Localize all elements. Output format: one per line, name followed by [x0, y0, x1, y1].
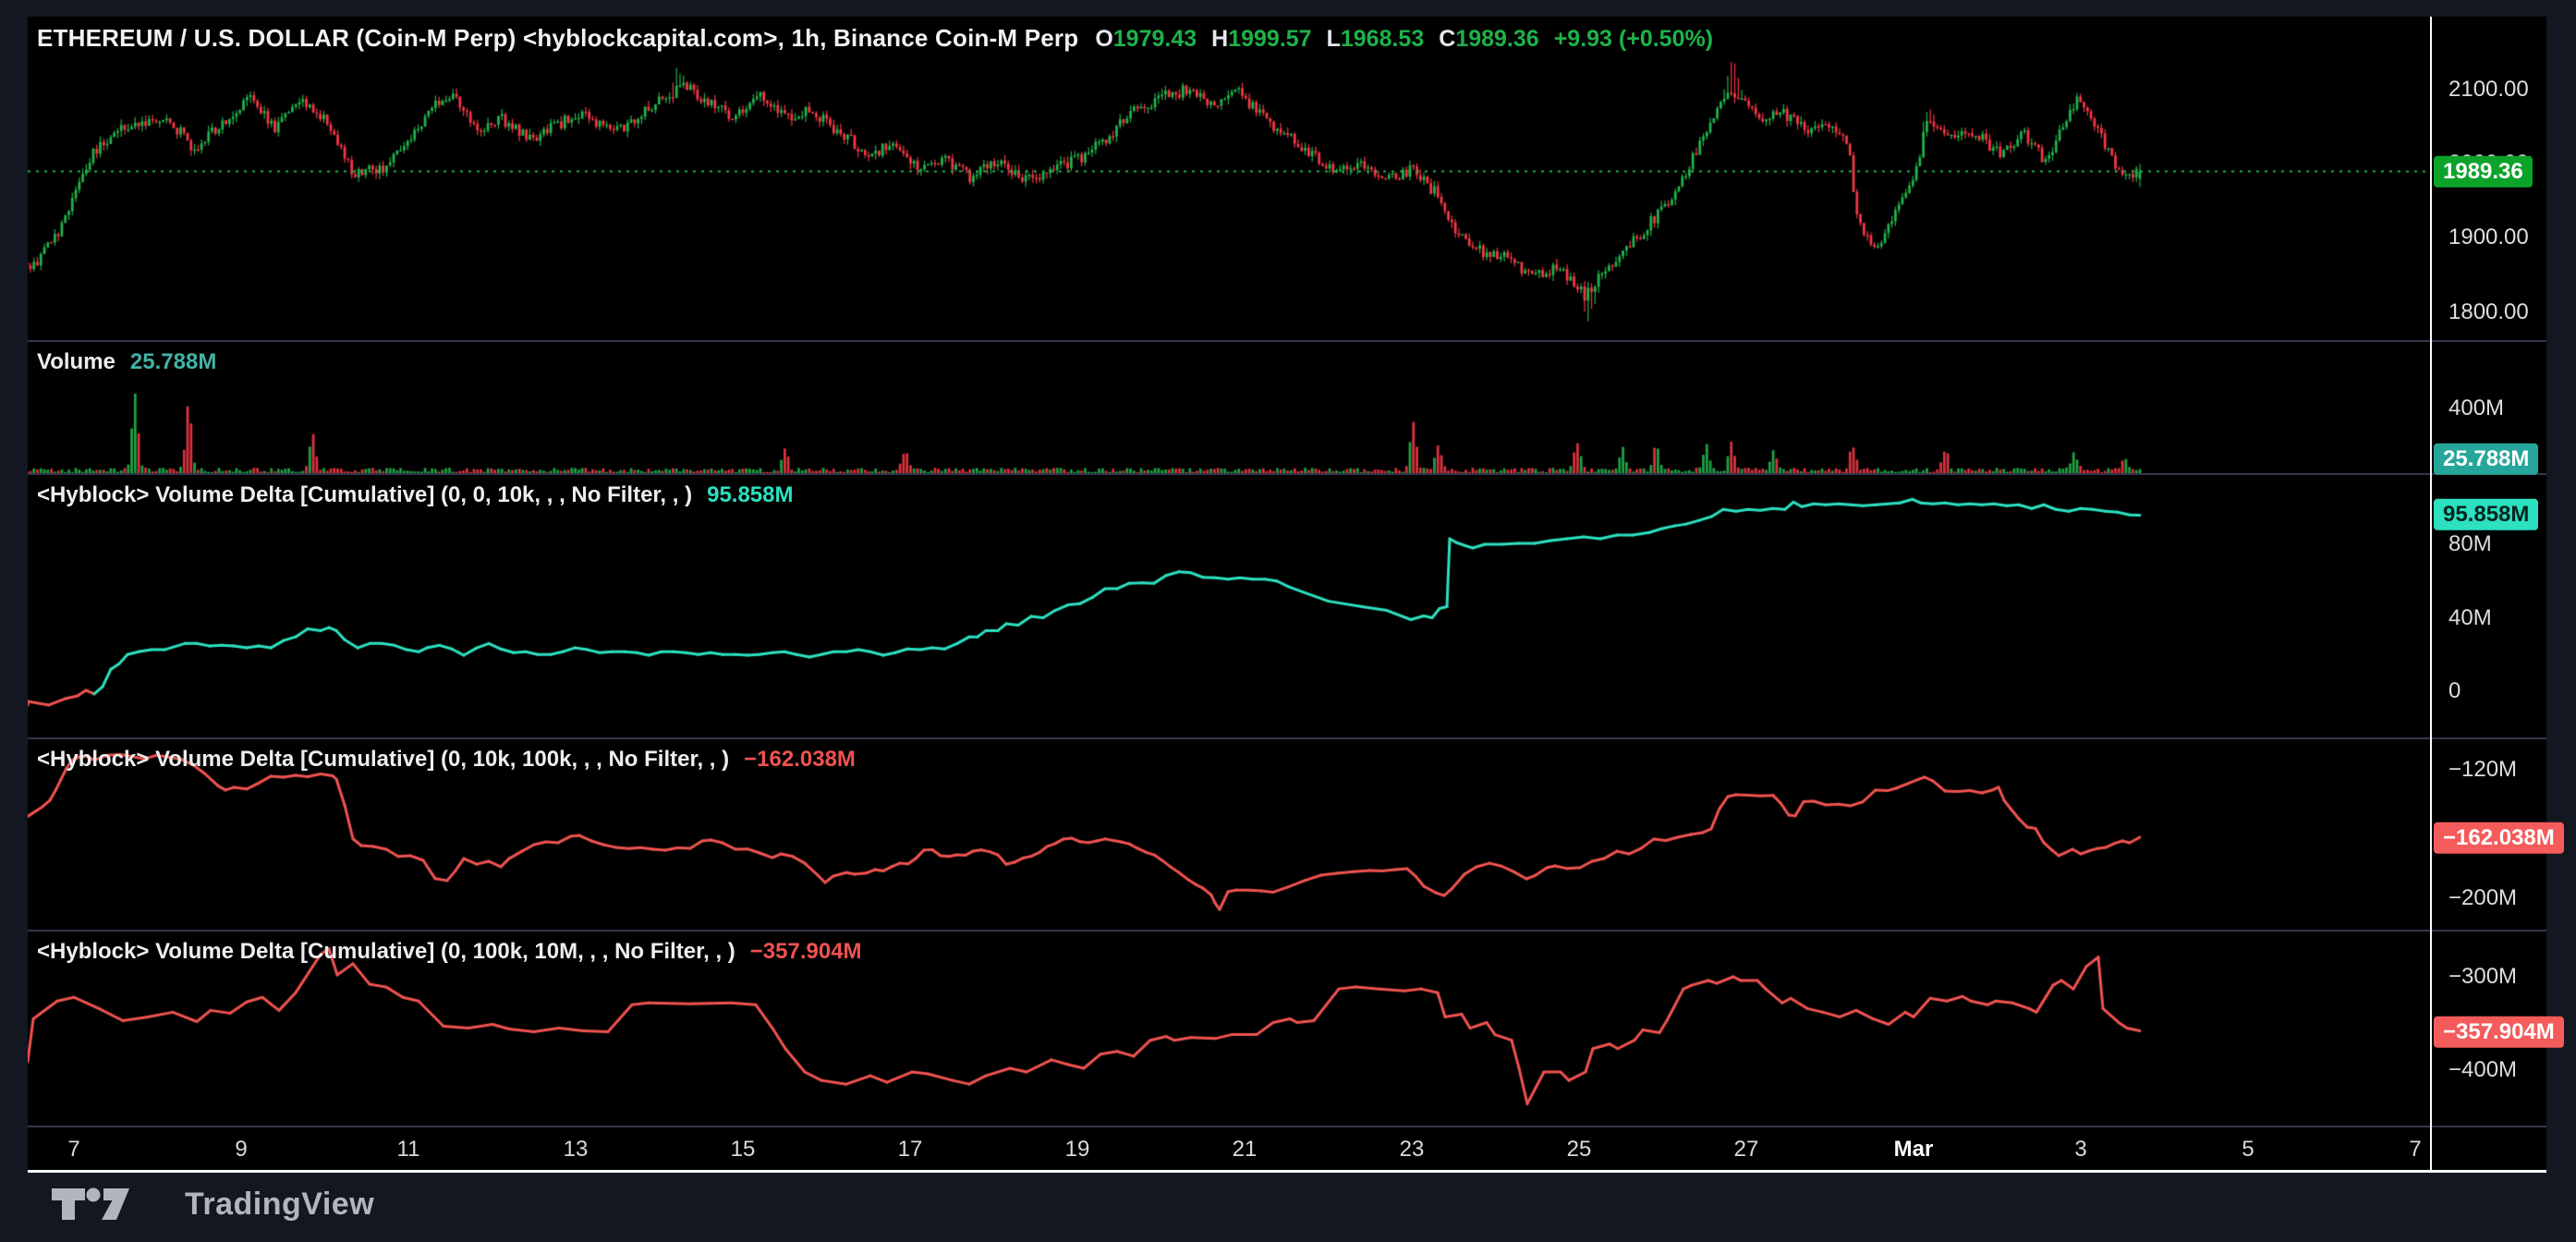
footer-bar: TradingView — [0, 1173, 2576, 1242]
volume-axis[interactable]: 400M 25.788M — [2432, 342, 2546, 476]
volume-delta-mid-value: −162.038M — [744, 747, 856, 772]
volume-delta-large-label: <Hyblock> Volume Delta [Cumulative] (0, … — [37, 939, 735, 964]
top-margin — [0, 0, 2576, 17]
volume-pane: Volume 25.788M 400M 25.788M — [28, 342, 2546, 476]
time-axis-label: 25 — [1566, 1137, 1592, 1162]
tradingview-logo-icon — [52, 1187, 129, 1220]
volume-delta-mid-legend[interactable]: <Hyblock> Volume Delta [Cumulative] (0, … — [37, 747, 856, 773]
volume-delta-mid-canvas[interactable] — [28, 739, 2430, 930]
time-axis-label: 13 — [563, 1137, 589, 1162]
volume-delta-small-legend[interactable]: <Hyblock> Volume Delta [Cumulative] (0, … — [37, 482, 794, 508]
axis-tick-label: 80M — [2448, 531, 2492, 556]
time-scale-border — [28, 1170, 2546, 1173]
time-axis-label: 5 — [2242, 1137, 2254, 1162]
axis-tick-label: 400M — [2448, 396, 2505, 420]
volume-delta-large-value: −357.904M — [749, 939, 862, 964]
time-axis-label: 11 — [396, 1137, 420, 1162]
close-label: C — [1439, 26, 1456, 52]
pane-separator[interactable] — [28, 340, 2546, 342]
time-axis-label: 23 — [1399, 1137, 1425, 1162]
volume-delta-small-pane: <Hyblock> Volume Delta [Cumulative] (0, … — [28, 475, 2546, 737]
change-value: +9.93 (+0.50%) — [1553, 26, 1714, 52]
time-axis-label: Mar — [1893, 1137, 1934, 1162]
time-axis-label: 7 — [2409, 1137, 2422, 1162]
axis-tick-label: −200M — [2448, 885, 2518, 910]
time-axis-label: 17 — [897, 1137, 923, 1162]
axis-tick-label: 2100.00 — [2448, 77, 2529, 102]
volume-delta-large-axis[interactable]: −300M −400M −357.904M — [2432, 932, 2564, 1126]
axis-tick-label: 40M — [2448, 605, 2492, 630]
symbol-title[interactable]: ETHEREUM / U.S. DOLLAR (Coin-M Perp) <hy… — [37, 24, 1079, 52]
time-axis-label: 27 — [1733, 1137, 1759, 1162]
axis-tick-label: −300M — [2448, 964, 2518, 989]
volume-delta-large-canvas[interactable] — [28, 932, 2430, 1126]
time-axis-label: 15 — [730, 1137, 756, 1162]
symbol-legend: ETHEREUM / U.S. DOLLAR (Coin-M Perp) <hy… — [37, 24, 1713, 53]
axis-tick-label: 0 — [2448, 678, 2461, 703]
axis-tick-label: 1900.00 — [2448, 225, 2529, 250]
pane-separator[interactable] — [28, 930, 2546, 932]
volume-delta-large-pane: <Hyblock> Volume Delta [Cumulative] (0, … — [28, 932, 2564, 1126]
volume-delta-small-value: 95.858M — [707, 482, 794, 507]
left-margin — [0, 0, 28, 1242]
volume-legend[interactable]: Volume 25.788M — [37, 349, 216, 375]
axis-price-badge: −162.038M — [2434, 822, 2564, 855]
time-axis-label: 9 — [235, 1137, 248, 1162]
volume-delta-small-axis[interactable]: 80M 40M 0 95.858M — [2432, 475, 2546, 737]
volume-label: Volume — [37, 349, 115, 374]
volume-delta-mid-pane: <Hyblock> Volume Delta [Cumulative] (0, … — [28, 739, 2564, 930]
axis-tick-label: −120M — [2448, 757, 2518, 782]
pane-separator[interactable] — [28, 473, 2546, 475]
axis-price-badge: 25.788M — [2434, 443, 2539, 476]
volume-chart-canvas[interactable] — [28, 342, 2430, 473]
volume-delta-small-canvas[interactable] — [28, 475, 2430, 737]
axis-tick-label: −400M — [2448, 1057, 2518, 1082]
high-label: H — [1211, 26, 1229, 52]
low-label: L — [1326, 26, 1341, 52]
axis-price-badge: 95.858M — [2434, 498, 2539, 531]
price-chart-canvas[interactable] — [28, 17, 2430, 340]
time-axis[interactable]: 7 9 11 13 15 17 19 21 23 25 27 Mar 3 5 7 — [28, 1127, 2546, 1170]
pane-separator[interactable] — [28, 1126, 2546, 1127]
volume-delta-large-legend[interactable]: <Hyblock> Volume Delta [Cumulative] (0, … — [37, 939, 862, 965]
price-scale-border[interactable] — [2430, 17, 2432, 1170]
volume-value: 25.788M — [129, 349, 217, 374]
axis-price-badge: −357.904M — [2434, 1016, 2564, 1049]
high-value: 1999.57 — [1228, 26, 1312, 52]
tradingview-logo-text: TradingView — [185, 1186, 375, 1222]
pane-separator[interactable] — [28, 737, 2546, 739]
time-axis-label: 3 — [2074, 1137, 2087, 1162]
ohlc-values: O1979.43 H1999.57 L1968.53 C1989.36 +9.9… — [1095, 26, 1713, 53]
time-axis-label: 21 — [1232, 1137, 1258, 1162]
open-value: 1979.43 — [1112, 26, 1197, 52]
volume-delta-mid-axis[interactable]: −120M −200M −162.038M — [2432, 739, 2564, 930]
low-value: 1968.53 — [1340, 26, 1425, 52]
axis-price-badge: 1989.36 — [2434, 155, 2533, 189]
right-margin — [2546, 0, 2576, 1242]
price-pane: ETHEREUM / U.S. DOLLAR (Coin-M Perp) <hy… — [28, 17, 2546, 340]
time-axis-label: 7 — [67, 1137, 80, 1162]
volume-delta-small-label: <Hyblock> Volume Delta [Cumulative] (0, … — [37, 482, 693, 507]
axis-tick-label: 1800.00 — [2448, 299, 2529, 324]
close-value: 1989.36 — [1455, 26, 1539, 52]
volume-delta-mid-label: <Hyblock> Volume Delta [Cumulative] (0, … — [37, 747, 730, 772]
open-label: O — [1095, 26, 1113, 52]
tradingview-logo[interactable]: TradingView — [52, 1186, 374, 1223]
time-axis-label: 19 — [1064, 1137, 1090, 1162]
